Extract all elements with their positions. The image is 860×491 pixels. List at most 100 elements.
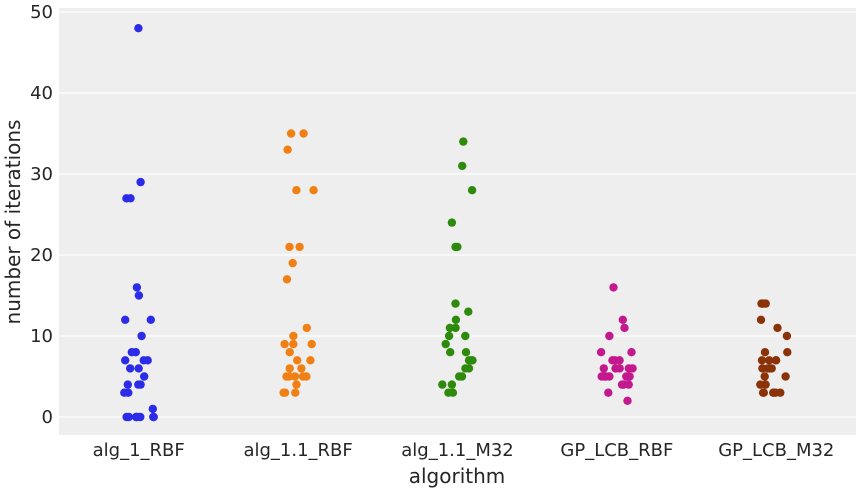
data-point-alg_1_RBF-12 [139,356,148,365]
data-point-GP_LCB_RBF-1 [618,315,627,324]
x-tick-label: GP_LCB_RBF [560,440,673,461]
data-point-GP_LCB_M32-3 [756,315,766,324]
data-point-alg_1_RBF-0 [134,24,143,33]
data-point-alg_1_RBF-10 [127,348,136,357]
data-point-GP_LCB_M32-7 [760,348,770,357]
data-point-alg_1.1_RBF-12 [280,339,289,349]
data-point-alg_1.1_RBF-7 [288,258,297,268]
plot-area [59,8,856,435]
data-point-alg_1.1_M32-0 [459,137,468,146]
data-point-GP_LCB_RBF-20 [601,372,610,381]
data-point-alg_1.1_M32-11 [444,331,454,341]
y-axis-label: number of iterations [1,120,25,325]
data-point-GP_LCB_RBF-8 [610,356,620,365]
data-point-alg_1.1_RBF-27 [291,388,300,397]
x-tick-label: alg_1.1_M32 [401,440,514,461]
data-point-alg_1_RBF-5 [134,291,144,300]
data-point-alg_1.1_RBF-0 [299,129,308,138]
data-point-GP_LCB_RBF-3 [605,331,614,341]
data-point-alg_1_RBF-29 [136,412,145,422]
data-point-alg_1.1_RBF-23 [285,372,294,381]
data-point-GP_LCB_RBF-4 [627,348,636,357]
data-point-alg_1.1_RBF-26 [279,388,288,397]
y-tick-labels: 0 10 20 30 40 50 [30,2,53,428]
data-point-alg_1.1_RBF-14 [285,348,294,357]
data-point-alg_1.1_RBF-11 [289,339,298,349]
data-point-alg_1.1_M32-8 [451,315,461,324]
data-point-GP_LCB_RBF-23 [617,380,627,389]
data-point-GP_LCB_RBF-0 [609,283,618,292]
data-point-GP_LCB_M32-11 [771,356,781,365]
data-point-alg_1.1_M32-18 [467,356,476,365]
y-tick-label: 10 [30,326,53,347]
data-point-GP_LCB_RBF-25 [604,388,613,397]
data-point-GP_LCB_RBF-5 [596,348,606,357]
y-tick-label: 30 [30,164,53,185]
data-point-GP_LCB_M32-16 [781,372,790,381]
data-point-alg_1.1_RBF-2 [283,145,292,154]
data-point-GP_LCB_RBF-26 [623,396,632,405]
data-point-GP_LCB_M32-5 [782,331,792,341]
data-point-GP_LCB_M32-23 [759,388,768,397]
data-point-alg_1.1_M32-2 [467,186,477,195]
data-point-GP_LCB_RBF-2 [620,323,629,333]
data-point-alg_1.1_M32-24 [447,380,457,389]
data-point-alg_1_RBF-27 [124,412,133,422]
data-point-alg_1_RBF-19 [134,380,143,389]
data-point-alg_1.1_RBF-18 [297,364,306,373]
data-point-alg_1_RBF-26 [149,412,158,422]
data-point-alg_1_RBF-14 [134,364,143,373]
data-point-alg_1.1_RBF-4 [292,186,301,195]
y-tick-label: 20 [30,245,53,266]
data-point-alg_1.1_M32-6 [451,299,460,308]
data-point-alg_1.1_M32-13 [441,339,450,349]
data-point-alg_1_RBF-1 [136,177,145,187]
y-tick-label: 40 [30,83,53,104]
data-point-alg_1_RBF-3 [126,194,135,203]
data-point-GP_LCB_RBF-12 [624,364,633,373]
data-point-alg_1.1_RBF-21 [298,372,308,381]
data-point-GP_LCB_M32-9 [757,356,767,365]
data-point-alg_1.1_M32-10 [445,323,455,333]
data-point-GP_LCB_RBF-17 [625,372,634,381]
data-point-alg_1.1_RBF-1 [286,129,296,138]
data-point-alg_1_RBF-16 [140,372,149,381]
data-point-alg_1.1_M32-26 [444,388,453,397]
data-point-alg_1.1_RBF-10 [289,331,298,341]
data-point-GP_LCB_M32-2 [758,299,768,308]
data-point-alg_1_RBF-21 [120,388,129,397]
data-point-alg_1_RBF-8 [137,331,146,341]
y-tick-label: 50 [30,2,53,23]
data-point-GP_LCB_M32-6 [783,348,792,357]
data-point-GP_LCB_RBF-14 [611,364,621,373]
x-tick-label: alg_1.1_RBF [243,440,352,461]
data-point-alg_1.1_RBF-3 [309,186,318,195]
data-point-alg_1_RBF-7 [146,315,155,324]
data-point-alg_1.1_M32-15 [461,348,471,357]
data-point-alg_1.1_RBF-16 [293,356,302,365]
data-point-alg_1_RBF-22 [148,404,157,414]
data-point-GP_LCB_M32-19 [756,380,765,389]
data-point-alg_1.1_M32-5 [453,242,462,252]
data-point-GP_LCB_M32-4 [773,323,782,333]
gridlines [59,11,856,418]
data-point-alg_1.1_RBF-13 [307,339,316,349]
x-tick-labels: alg_1_RBF alg_1.1_RBF alg_1.1_M32 GP_LCB_RB… [93,440,835,461]
data-point-alg_1.1_M32-7 [464,307,473,316]
y-tick-label: 0 [42,407,53,428]
data-point-alg_1.1_M32-12 [461,331,470,341]
data-point-alg_1.1_M32-23 [438,380,447,389]
data-point-alg_1.1_M32-20 [461,364,470,373]
data-point-alg_1.1_RBF-17 [285,364,294,373]
data-point-alg_1.1_M32-3 [447,218,457,227]
data-point-alg_1.1_M32-1 [458,161,467,171]
data-point-alg_1.1_RBF-9 [302,323,311,333]
data-point-alg_1_RBF-4 [132,283,142,292]
data-points [120,24,792,422]
x-axis-label: algorithm [409,464,506,488]
data-point-GP_LCB_M32-10 [765,356,774,365]
data-point-alg_1.1_RBF-15 [306,356,315,365]
x-tick-label: alg_1_RBF [93,440,185,461]
data-point-alg_1_RBF-17 [123,380,132,389]
